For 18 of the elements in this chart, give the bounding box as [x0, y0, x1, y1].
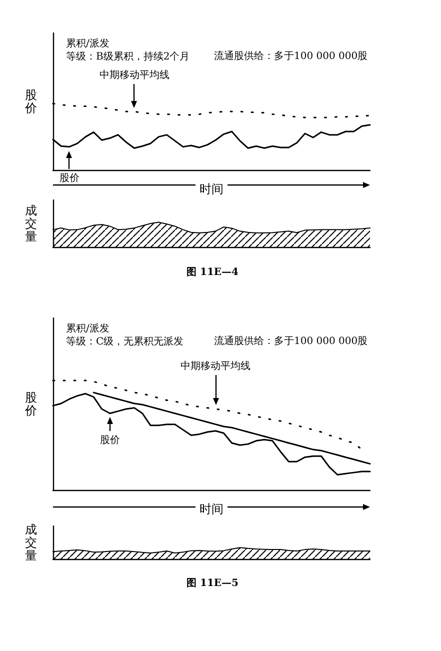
text: 中期移动平均线 — [99, 68, 170, 82]
chart-subtitle: 等级：B级累积，持续2个月 — [66, 50, 190, 62]
y-axis-title: 成交量 — [25, 522, 37, 562]
y-axis-title: 股价 — [24, 390, 37, 418]
y-axis-title: 股价 — [24, 88, 37, 116]
text: 流通股供给：多于100 000 000股 — [214, 334, 368, 348]
chart-title: 累积/派发 — [66, 322, 110, 334]
x-axis-title: 时间 — [200, 182, 224, 196]
caption: 图 11E—4 — [186, 266, 238, 279]
chart-subtitle: 等级：C级，无累积无派发 — [66, 336, 184, 348]
legend-label: 股价 — [59, 172, 80, 185]
caption: 图 11E—5 — [186, 577, 238, 590]
text: 流通股供给：多于100 000 000股 — [214, 50, 368, 63]
x-axis-title: 时间 — [200, 502, 224, 516]
y-axis-title: 成交量 — [25, 204, 37, 244]
text: 中期移动平均线 — [180, 360, 251, 373]
chart-title: 累积/派发 — [66, 38, 110, 50]
legend-label: 股价 — [100, 434, 120, 448]
